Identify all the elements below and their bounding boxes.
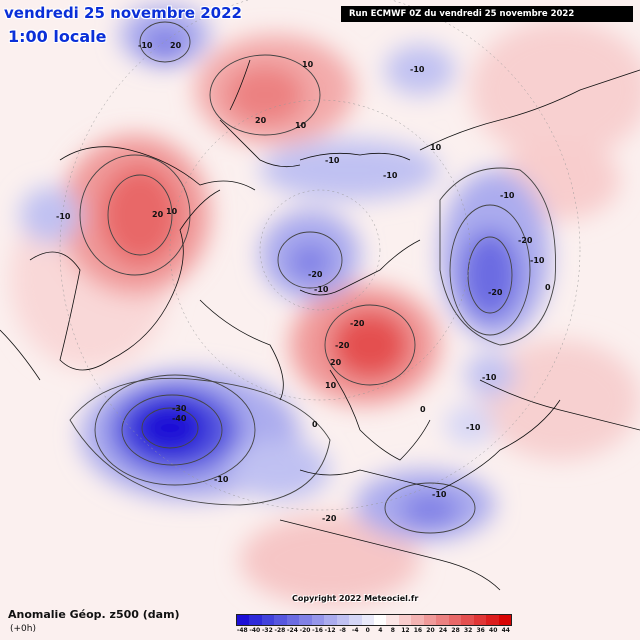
legend-swatch — [274, 615, 287, 625]
legend-tick-label: 8 — [390, 627, 395, 634]
contour-label: -30 — [172, 404, 187, 413]
legend-swatch — [486, 615, 499, 625]
contour-label: 0 — [312, 420, 318, 429]
contour-label: 20 — [170, 41, 182, 50]
contour-lines — [69, 21, 556, 534]
legend-swatch — [286, 615, 300, 625]
contour-label: -20 — [488, 288, 503, 297]
run-info-banner: Run ECMWF 0Z du vendredi 25 novembre 202… — [341, 6, 633, 22]
contour-label: 20 — [152, 210, 164, 219]
contour-label: -10 — [325, 156, 340, 165]
legend-tick-label: -32 — [261, 627, 273, 634]
legend-swatch — [249, 615, 262, 625]
date-title: vendredi 25 novembre 2022 — [4, 4, 242, 22]
legend-swatch — [398, 615, 412, 625]
contour-label: 10 — [430, 143, 442, 152]
legend-tick-label: -12 — [324, 627, 336, 634]
legend-tick-label: -40 — [249, 627, 261, 634]
contour-label: -20 — [308, 270, 323, 279]
legend-swatch — [386, 615, 399, 625]
legend-tick-label: -48 — [236, 627, 248, 634]
contour-label: 10 — [325, 381, 337, 390]
legend-tick-label: 36 — [476, 627, 485, 634]
legend-swatch — [261, 615, 275, 625]
graticule — [59, 0, 581, 511]
copyright-text: Copyright 2022 Meteociel.fr — [292, 594, 419, 603]
contour-label: -10 — [466, 423, 481, 432]
legend-swatch — [349, 615, 362, 625]
legend-tick-label: 4 — [378, 627, 383, 634]
legend-ticks: -48 -40 -32 -28 -24 -20 -16 -12 -8 -4 0 4 8 12 16 20 24 2… — [236, 627, 512, 637]
legend-swatch — [473, 615, 487, 625]
contour-label: 10 — [295, 121, 307, 130]
lead-time: (+0h) — [10, 624, 36, 634]
field-title: Anomalie Géop. z500 (dam) — [8, 608, 180, 621]
legend-tick-label: -20 — [299, 627, 311, 634]
contour-label: -10 — [56, 212, 71, 221]
legend-swatch — [448, 615, 462, 625]
contour-label: 0 — [420, 405, 426, 414]
legend-tick-label: -8 — [339, 627, 346, 634]
legend-swatch — [461, 615, 474, 625]
contour-label: 20 — [330, 358, 342, 367]
legend-tick-label: 40 — [489, 627, 498, 634]
contour-label: -10 — [530, 256, 545, 265]
contour-label: -10 — [314, 285, 329, 294]
contour-label-group: -10 20 10 -10 20 10 10 -10 -10 20 10 -10… — [56, 41, 551, 523]
color-legend — [236, 614, 512, 626]
legend-swatch — [498, 615, 511, 625]
legend-swatch — [324, 615, 337, 625]
contour-label: -40 — [172, 414, 187, 423]
legend-swatch — [423, 615, 437, 625]
legend-swatch — [373, 615, 387, 625]
contour-label: -10 — [410, 65, 425, 74]
legend-tick-label: 28 — [451, 627, 460, 634]
legend-swatch — [436, 615, 449, 625]
legend-tick-label: 32 — [463, 627, 473, 634]
legend-swatch — [237, 615, 250, 625]
contour-label: -20 — [335, 341, 350, 350]
legend-swatch — [299, 615, 312, 625]
legend-swatch — [361, 615, 374, 625]
contour-label: -20 — [518, 236, 533, 245]
contour-label: 10 — [302, 60, 314, 69]
contour-label: -20 — [322, 514, 337, 523]
contour-label: -10 — [482, 373, 497, 382]
legend-tick-label: 44 — [501, 627, 510, 634]
contour-label: -20 — [350, 319, 365, 328]
contour-label: 20 — [255, 116, 267, 125]
coastlines — [0, 59, 640, 591]
legend-swatch — [311, 615, 325, 625]
legend-tick-label: -16 — [312, 627, 323, 634]
legend-tick-label: -28 — [274, 627, 286, 634]
legend-tick-label: -24 — [287, 627, 298, 634]
legend-tick-label: 20 — [426, 627, 435, 634]
contour-label: -10 — [500, 191, 515, 200]
contour-label: 10 — [166, 207, 178, 216]
legend-tick-label: 16 — [413, 627, 423, 634]
legend-swatch — [411, 615, 424, 625]
legend-tick-label: 24 — [438, 627, 448, 634]
legend-tick-label: 0 — [365, 627, 370, 634]
time-title: 1:00 locale — [8, 27, 107, 46]
contour-label: -10 — [383, 171, 398, 180]
contour-label: -10 — [432, 490, 447, 499]
contour-label: -10 — [214, 475, 229, 484]
contour-label: 0 — [545, 283, 551, 292]
contour-label: -10 — [138, 41, 153, 50]
legend-swatch — [336, 615, 350, 625]
legend-tick-label: -4 — [351, 627, 359, 634]
legend-tick-label: 12 — [401, 627, 410, 634]
